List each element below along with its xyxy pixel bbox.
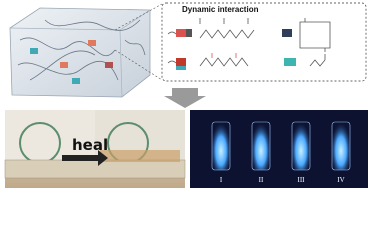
vial-label: III [298,176,306,184]
fluorescence-photo: I II III IV [190,110,368,188]
heal-label: heal [72,136,108,154]
vials [211,121,351,171]
crosslink [60,62,68,68]
crosslink [88,40,96,46]
vial-label: II [259,176,264,184]
inset: Dynamic interaction [161,2,367,82]
crosslink [30,48,38,54]
vial-label: IV [337,176,344,184]
healing-photo: heal [4,110,186,188]
figure: Dynamic interaction heal [4,2,368,188]
crosslink [72,78,80,84]
gel-block [9,7,151,98]
arrow [164,88,206,108]
vial-label: I [220,176,223,184]
inset-title: Dynamic interaction [182,5,259,14]
crosslink [105,62,113,68]
